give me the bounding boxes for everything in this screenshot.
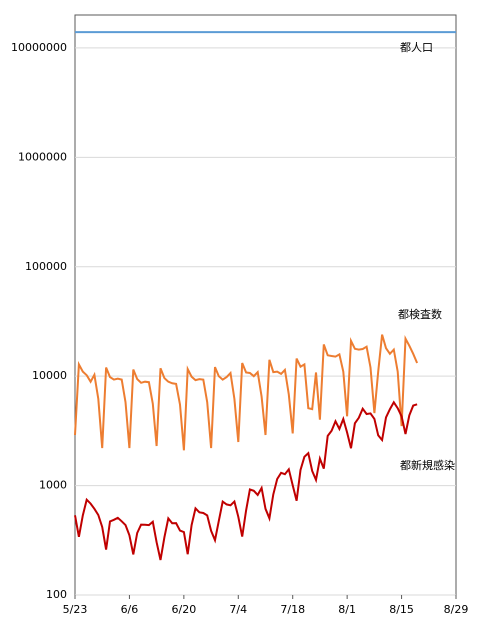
x-tick-label: 6/20	[172, 603, 197, 616]
series-label: 都新規感染	[400, 458, 455, 472]
x-tick-label: 8/29	[444, 603, 469, 616]
y-tick-label: 1000	[39, 479, 67, 492]
y-tick-label: 100000	[25, 260, 67, 273]
y-tick-label: 10000	[32, 369, 67, 382]
x-tick-label: 8/15	[389, 603, 414, 616]
series-label: 都検査数	[398, 307, 442, 321]
reference-label: 都人口	[400, 41, 433, 54]
y-tick-label: 100	[46, 588, 67, 601]
x-tick-label: 6/6	[121, 603, 139, 616]
x-tick-label: 8/1	[338, 603, 356, 616]
x-tick-label: 7/4	[229, 603, 247, 616]
x-tick-label: 7/18	[280, 603, 305, 616]
series-line	[74, 400, 418, 561]
x-tick-label: 5/23	[63, 603, 88, 616]
y-tick-label: 10000000	[11, 41, 67, 54]
series-line	[74, 334, 419, 451]
y-tick-label: 1000000	[18, 150, 67, 163]
